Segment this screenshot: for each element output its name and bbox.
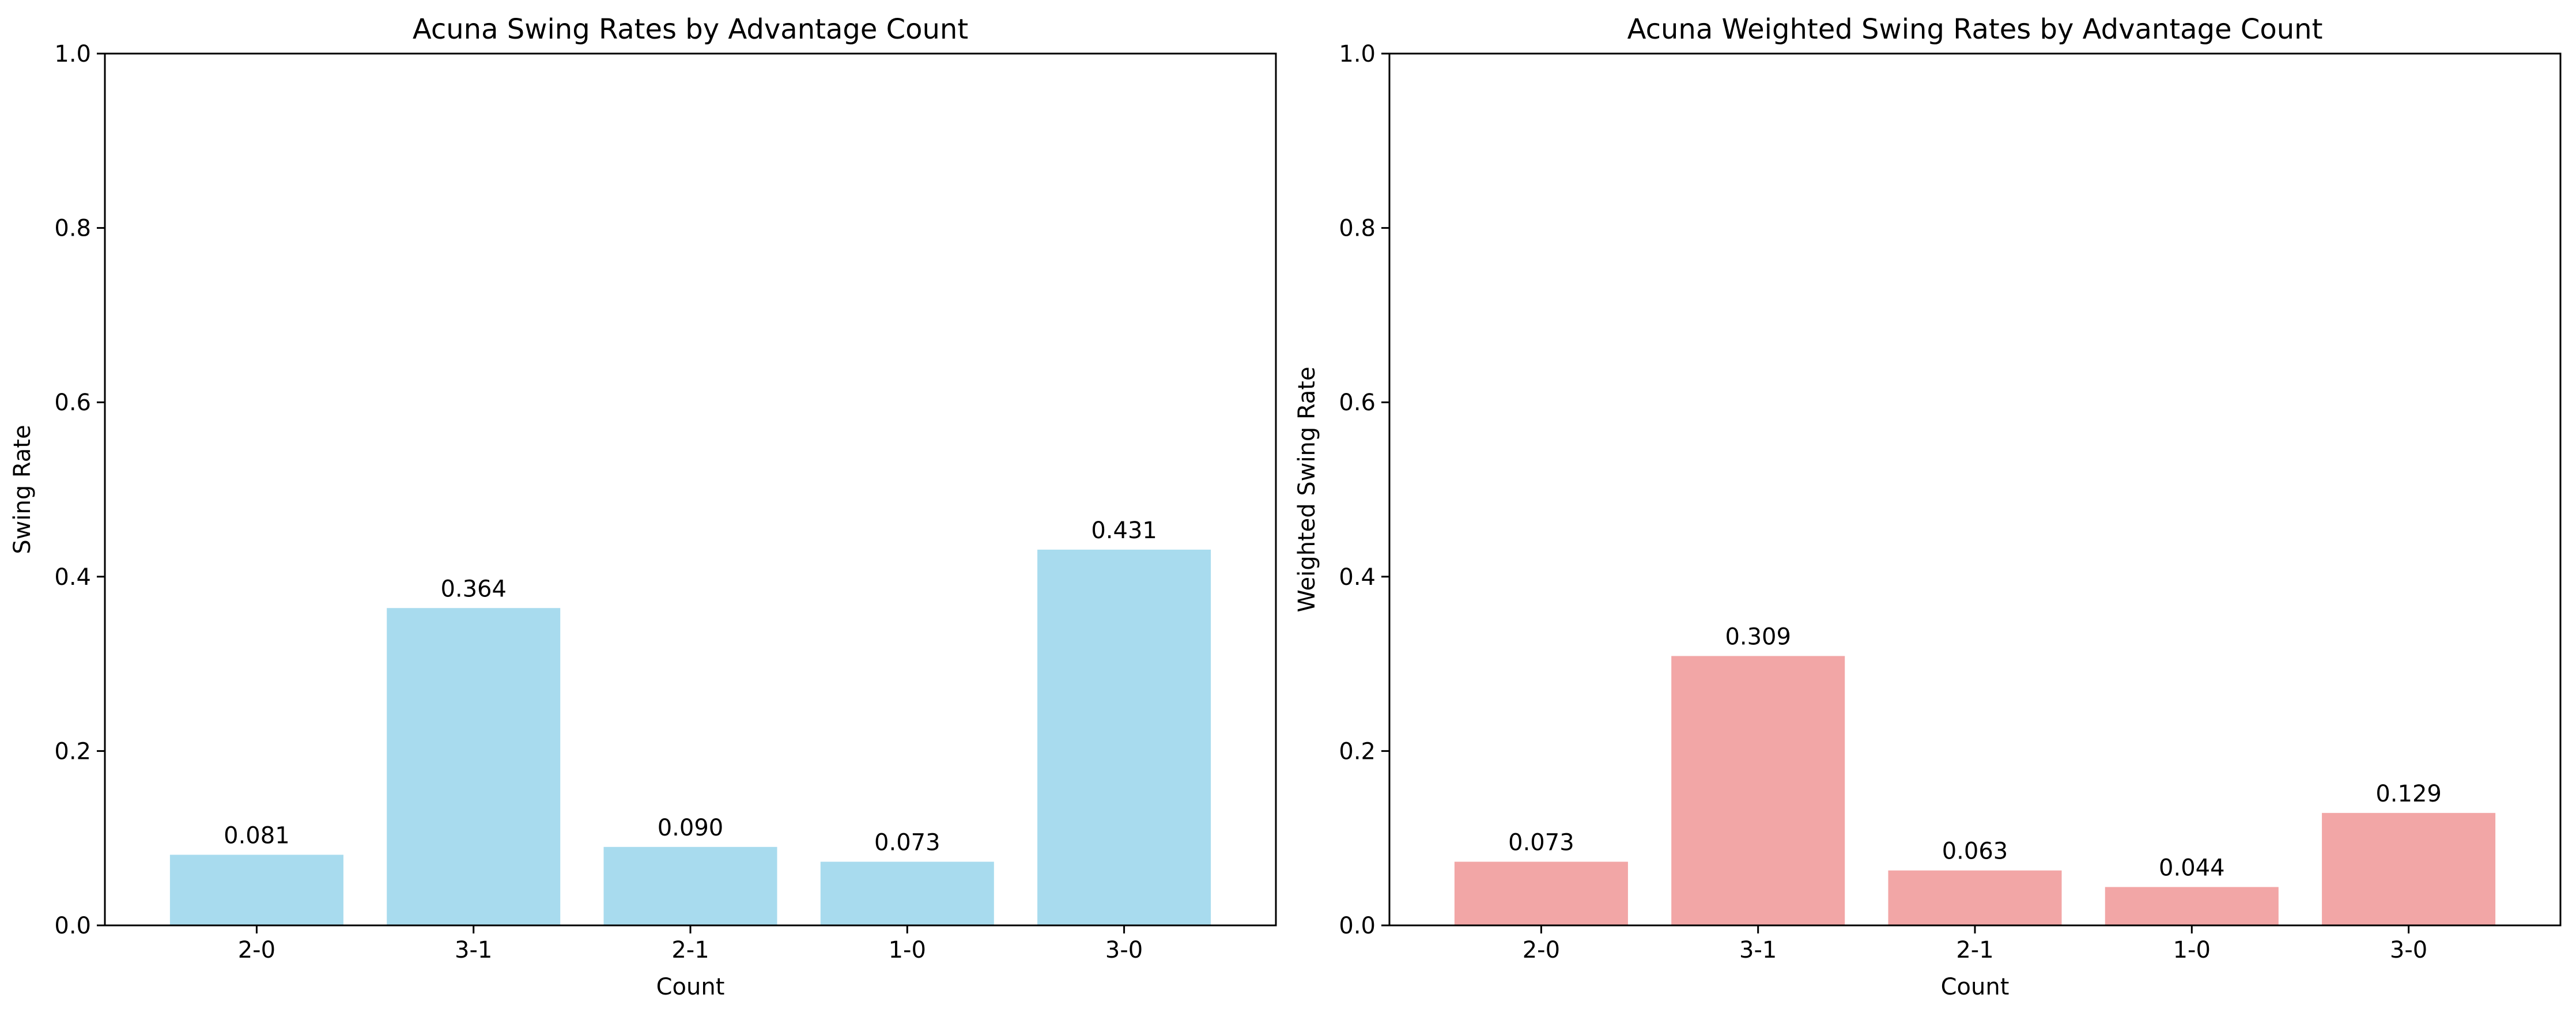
y-tick-label: 0.8 (54, 216, 91, 242)
y-tick-label: 0.4 (1339, 564, 1376, 591)
y-axis-label: Weighted Swing Rate (1294, 366, 1320, 612)
bar-2-1 (603, 846, 777, 925)
chart-title: Acuna Weighted Swing Rates by Advantage … (1627, 13, 2323, 46)
x-tick-label: 2-0 (1523, 937, 1560, 963)
x-tick-group: 2-0 3-1 2-1 1-0 3-0 (1523, 925, 2427, 963)
x-tick-label: 2-1 (671, 937, 709, 963)
y-axis-label: Swing Rate (9, 425, 36, 554)
x-tick-label: 1-0 (889, 937, 926, 963)
y-tick-label: 1.0 (54, 41, 91, 67)
x-tick-label: 1-0 (2173, 937, 2211, 963)
y-tick-label: 0.2 (1339, 738, 1376, 765)
y-tick-group: 0.0 0.2 0.4 0.6 0.8 1.0 (54, 41, 105, 939)
bar-3-1 (387, 608, 561, 925)
value-label: 0.063 (1942, 838, 2008, 865)
y-tick-label: 0.4 (54, 564, 91, 591)
y-tick-label: 0.0 (1339, 913, 1376, 939)
value-label: 0.364 (440, 576, 507, 602)
bar-2-0 (1454, 861, 1628, 925)
y-tick-label: 1.0 (1339, 41, 1376, 67)
chart-title: Acuna Swing Rates by Advantage Count (413, 13, 968, 46)
swing-rate-chart: Acuna Swing Rates by Advantage Count Cou… (9, 13, 1277, 1000)
weighted-swing-rate-chart: Acuna Weighted Swing Rates by Advantage … (1294, 13, 2562, 1000)
value-label-group: 0.081 0.364 0.090 0.073 0.431 (224, 517, 1157, 856)
bar-3-1 (1671, 656, 1845, 925)
bar-2-0 (169, 855, 343, 925)
bar-1-0 (820, 861, 994, 925)
y-tick-label: 0.6 (1339, 390, 1376, 416)
x-axis-label: Count (656, 974, 725, 1000)
x-tick-group: 2-0 3-1 2-1 1-0 3-0 (238, 925, 1143, 963)
y-tick-group: 0.0 0.2 0.4 0.6 0.8 1.0 (1339, 41, 1389, 939)
bar-3-0 (1037, 549, 1211, 925)
y-tick-label: 0.8 (1339, 216, 1376, 242)
x-tick-label: 2-1 (1956, 937, 1993, 963)
plot-frame (104, 52, 1277, 927)
bar-1-0 (2105, 887, 2279, 925)
value-label: 0.431 (1091, 517, 1157, 544)
x-tick-label: 3-0 (1105, 937, 1143, 963)
x-tick-label: 3-1 (455, 937, 492, 963)
value-label: 0.044 (2159, 855, 2225, 881)
bar-2-1 (1888, 870, 2062, 925)
value-label: 0.129 (2375, 781, 2442, 807)
value-label: 0.090 (658, 815, 724, 841)
value-label: 0.309 (1725, 623, 1791, 650)
value-label: 0.073 (1508, 830, 1574, 856)
value-label: 0.073 (874, 830, 940, 856)
bar-3-0 (2322, 812, 2496, 925)
x-tick-label: 3-1 (1739, 937, 1777, 963)
y-tick-label: 0.6 (54, 390, 91, 416)
x-tick-label: 3-0 (2390, 937, 2427, 963)
bar-group (169, 549, 1211, 925)
plot-frame (1388, 52, 2562, 927)
y-tick-label: 0.2 (54, 738, 91, 765)
value-label: 0.081 (224, 822, 290, 849)
x-axis-label: Count (1941, 974, 2010, 1000)
x-tick-label: 2-0 (238, 937, 275, 963)
value-label-group: 0.073 0.309 0.063 0.044 0.129 (1508, 623, 2442, 881)
y-tick-label: 0.0 (54, 913, 91, 939)
bar-group (1454, 656, 2496, 925)
